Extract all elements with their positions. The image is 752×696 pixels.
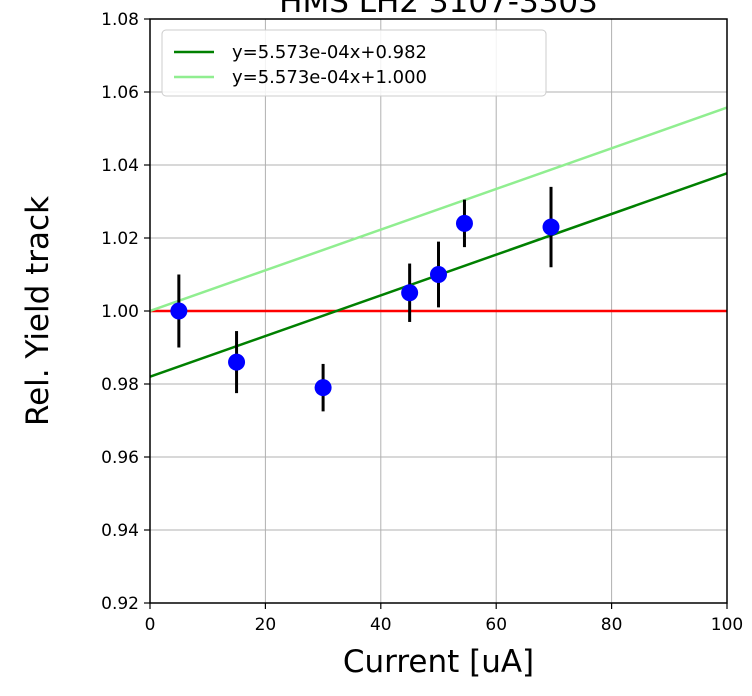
data-points xyxy=(170,214,560,397)
error-bars xyxy=(177,186,553,412)
y-tick-label: 1.04 xyxy=(101,156,139,176)
y-tick-label: 1.06 xyxy=(101,83,139,103)
data-point xyxy=(401,284,419,302)
x-tick-label: 80 xyxy=(601,615,623,635)
data-point xyxy=(228,353,246,371)
x-axis-title: Current [uA] xyxy=(343,644,534,680)
data-point xyxy=(430,266,447,283)
fit-line xyxy=(150,106,727,313)
y-axis-title: Rel. Yield track xyxy=(20,196,56,426)
data-point xyxy=(314,379,332,397)
y-tick-label: 0.98 xyxy=(101,375,139,395)
y-tick-label: 0.96 xyxy=(101,448,139,468)
legend-label: y=5.573e-04x+1.000 xyxy=(232,67,427,88)
legend: y=5.573e-04x+0.982 y=5.573e-04x+1.000 xyxy=(161,29,547,97)
y-tick-label: 0.94 xyxy=(101,521,139,541)
x-tick-label: 20 xyxy=(255,615,277,635)
y-axis-ticks: 0.92 0.94 0.96 0.98 1.00 1.02 1.04 1.06 1.08 xyxy=(101,10,150,614)
data-point xyxy=(455,214,473,232)
data-point xyxy=(170,302,188,320)
data-point xyxy=(542,218,560,236)
x-tick-label: 0 xyxy=(145,615,156,635)
y-tick-label: 1.02 xyxy=(101,229,139,249)
y-tick-label: 1.00 xyxy=(101,302,139,322)
chart-title: HMS LH2 3107-3303 xyxy=(279,0,598,20)
y-tick-label: 0.92 xyxy=(101,594,139,614)
legend-box xyxy=(161,29,547,97)
x-tick-label: 40 xyxy=(370,615,392,635)
legend-label: y=5.573e-04x+0.982 xyxy=(232,42,427,63)
y-tick-label: 1.08 xyxy=(101,10,139,30)
x-tick-label: 100 xyxy=(711,615,743,635)
x-axis-ticks: 0 20 40 60 80 100 xyxy=(145,603,743,635)
x-tick-label: 60 xyxy=(485,615,507,635)
